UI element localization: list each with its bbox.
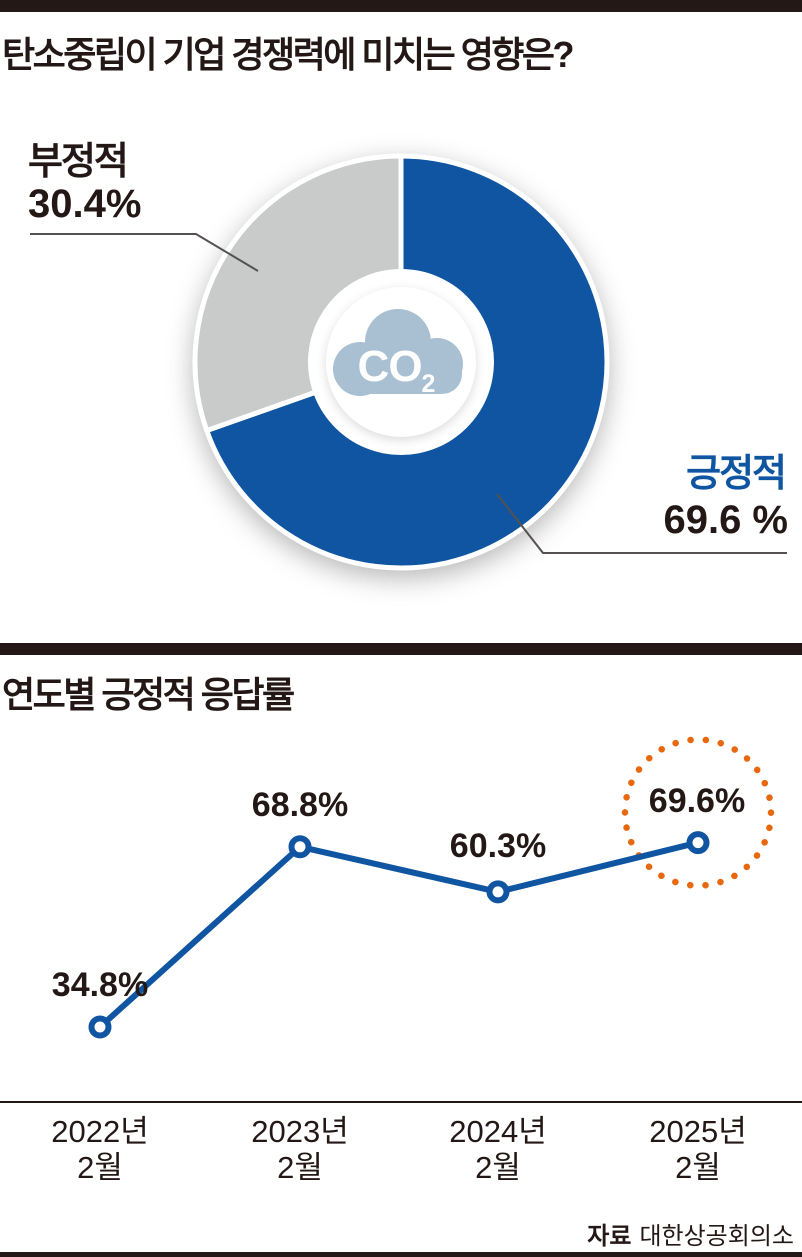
tick-month: 2월 — [675, 1150, 721, 1185]
data-point-marker-2025년 — [686, 831, 710, 855]
positive-slice-label: 긍정적 — [686, 453, 787, 495]
top-divider-bar — [0, 0, 802, 12]
tick-year: 2023년 — [251, 1114, 349, 1149]
data-point-marker-2024년 — [486, 880, 510, 904]
tick-month: 2월 — [277, 1150, 323, 1185]
data-point-label-2025: 69.6% — [648, 782, 746, 820]
data-point-marker-2023년 — [288, 835, 312, 859]
positive-slice-value: 69.6 % — [663, 498, 788, 542]
tick-month: 2월 — [77, 1150, 123, 1185]
x-axis-tick-2023: 2023년 2월 — [220, 1114, 380, 1186]
data-point-marker-2022년 — [88, 1015, 112, 1039]
co2-cloud-icon: CO2 — [333, 309, 463, 398]
donut-chart-title: 탄소중립이 기업 경쟁력에 미치는 영향은? — [2, 34, 575, 75]
source-value: 대한상공회의소 — [639, 1223, 794, 1250]
tick-year: 2025년 — [649, 1114, 747, 1149]
line-series — [97, 839, 699, 1030]
positive-leader-line — [496, 493, 787, 554]
x-axis-tick-2025: 2025년 2월 — [618, 1114, 778, 1186]
negative-leader-line — [30, 233, 259, 272]
line-chart-title: 연도별 긍정적 응답률 — [2, 674, 295, 715]
bottom-divider-bar — [0, 1252, 802, 1257]
negative-slice-value: 30.4% — [28, 182, 142, 226]
tick-year: 2024년 — [449, 1114, 547, 1149]
section-divider-bar — [0, 643, 802, 655]
tick-month: 2월 — [475, 1150, 521, 1185]
data-source: 자료 대한상공회의소 — [587, 1216, 794, 1251]
data-point-label-2023: 68.8% — [251, 786, 349, 824]
negative-slice-label: 부정적 — [28, 141, 129, 183]
x-axis-tick-2022: 2022년 2월 — [20, 1114, 180, 1186]
data-point-label-2022: 34.8% — [51, 966, 149, 1004]
x-axis-tick-2024: 2024년 2월 — [418, 1114, 578, 1186]
co2-text: CO2 — [358, 342, 435, 398]
data-point-label-2024: 60.3% — [449, 827, 547, 865]
tick-year: 2022년 — [51, 1114, 149, 1149]
highlight-dotted-circle — [621, 736, 775, 889]
source-label: 자료 — [587, 1223, 632, 1250]
